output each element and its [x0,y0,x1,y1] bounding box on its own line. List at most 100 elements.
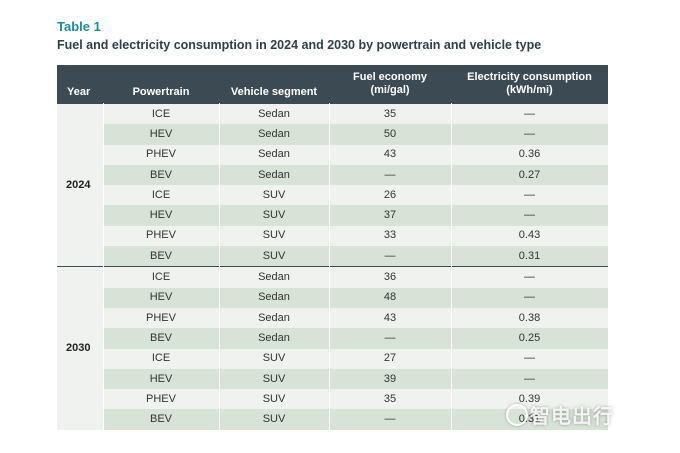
powertrain-cell: BEV [103,328,220,349]
segment-cell: SUV [219,246,330,267]
table-row: HEV Sedan 48— [57,287,609,308]
fuel-cell: 37 [329,205,452,226]
powertrain-cell: HEV [103,287,220,308]
elec-cell: — [451,103,609,125]
powertrain-cell: BEV [103,164,220,186]
powertrain-cell: ICE [103,103,220,125]
powertrain-cell: HEV [103,368,220,390]
segment-cell: SUV [219,389,330,410]
fuel-cell: — [329,328,452,349]
header-fuel-economy: Fuel economy (mi/gal) [329,65,451,104]
fuel-cell: 39 [329,368,452,390]
powertrain-cell: HEV [103,124,220,145]
segment-cell: Sedan [219,287,330,308]
powertrain-cell: ICE [103,185,220,206]
elec-cell: — [451,205,609,226]
powertrain-cell: PHEV [103,307,220,329]
table-row: 2030 ICE Sedan 36— [57,266,609,430]
segment-cell: Sedan [219,124,330,145]
watermark-logo-icon [506,403,528,426]
elec-cell: 0.43 [451,225,609,247]
segment-cell: SUV [219,368,330,390]
powertrain-cell: PHEV [103,225,220,247]
powertrain-cell: ICE [103,348,220,369]
header-segment: Vehicle segment [219,65,329,104]
header-fuel-line1: Fuel economy [353,71,427,83]
header-electricity: Electricity consumption (kWh/mi) [451,65,608,104]
header-elec-line2: (kWh/mi) [506,84,553,96]
fuel-cell: 35 [329,103,452,125]
header-year: Year [57,65,103,104]
table-row: PHEV Sedan 43 0.36 [57,144,609,165]
powertrain-cell: PHEV [103,144,220,165]
fuel-cell: 27 [329,348,452,369]
fuel-cell: 50 [329,124,452,145]
powertrain-cell: HEV [103,205,220,226]
table-row: ICE SUV 27— [57,348,609,369]
segment-cell: Sedan [219,103,330,125]
consumption-table: Year Powertrain Vehicle segment Fuel eco… [57,65,609,430]
segment-cell: SUV [219,348,330,369]
powertrain-cell: BEV [103,409,220,430]
elec-cell: — [451,185,609,206]
table-row: BEV SUV —0.31 [57,409,609,430]
table-row: HEV SUV 37— [57,205,609,226]
segment-cell: SUV [219,225,330,247]
elec-cell: 0.31 [451,409,609,430]
elec-cell: — [451,368,609,390]
elec-cell: 0.31 [451,246,609,267]
header-elec-line1: Electricity consumption [467,71,592,83]
year-cell: 2030 [57,266,104,430]
header-fuel-line2: (mi/gal) [370,84,410,96]
table-row: HEV SUV 39— [57,368,609,390]
segment-cell: SUV [219,205,330,226]
table-row: PHEV Sedan 43 0.38 [57,307,609,329]
elec-cell: 0.39 [451,389,609,410]
fuel-cell: — [329,164,452,186]
table-body: 2024 ICE Sedan 35— HEV Sedan 50— PHEV Sedan 43 0.3… [57,102,609,430]
table-row: PHEV SUV 33 0.43 [57,225,609,247]
fuel-cell: 48 [329,287,452,308]
table-row: BEV SUV —0.31 [57,246,609,267]
fuel-cell: 43 [329,144,452,165]
fuel-cell: 36 [329,266,452,288]
powertrain-cell: PHEV [103,389,220,410]
segment-cell: Sedan [219,328,330,349]
fuel-cell: 26 [329,185,452,206]
table-row: PHEV SUV 35 0.39 [57,389,609,410]
header-powertrain: Powertrain [103,65,219,104]
table-title: Fuel and electricity consumption in 2024… [57,38,542,52]
elec-cell: 0.38 [451,307,609,329]
powertrain-cell: BEV [103,246,220,267]
table-label: Table 1 [57,19,101,34]
table-row: BEV Sedan —0.27 [57,164,609,186]
elec-cell: — [451,124,609,145]
table-caption: Table 1 Fuel and electricity consumption… [57,19,541,53]
elec-cell: — [451,287,609,308]
segment-cell: Sedan [219,164,330,186]
elec-cell: — [451,266,609,288]
segment-cell: Sedan [219,266,330,288]
fuel-cell: — [329,246,452,267]
watermark-text: 智电出行 [530,406,614,428]
powertrain-cell: ICE [103,266,220,288]
elec-cell: 0.27 [451,164,609,186]
fuel-cell: 33 [329,225,452,247]
segment-cell: SUV [219,409,330,430]
fuel-cell: 43 [329,307,452,329]
watermark: 智电出行 [506,400,614,429]
table-row: ICE SUV 26— [57,185,609,206]
fuel-cell: 35 [329,389,452,410]
segment-cell: Sedan [219,307,330,329]
table-row: HEV Sedan 50— [57,124,609,145]
elec-cell: 0.25 [451,328,609,349]
fuel-cell: — [329,409,452,430]
year-cell: 2024 [57,102,104,267]
table-header-row: Year Powertrain Vehicle segment Fuel eco… [57,65,608,104]
table-row: BEV Sedan —0.25 [57,328,609,349]
segment-cell: SUV [219,185,330,206]
segment-cell: Sedan [219,144,330,165]
elec-cell: — [451,348,609,369]
elec-cell: 0.36 [451,144,609,165]
table-row: 2024 ICE Sedan 35— [57,102,609,267]
